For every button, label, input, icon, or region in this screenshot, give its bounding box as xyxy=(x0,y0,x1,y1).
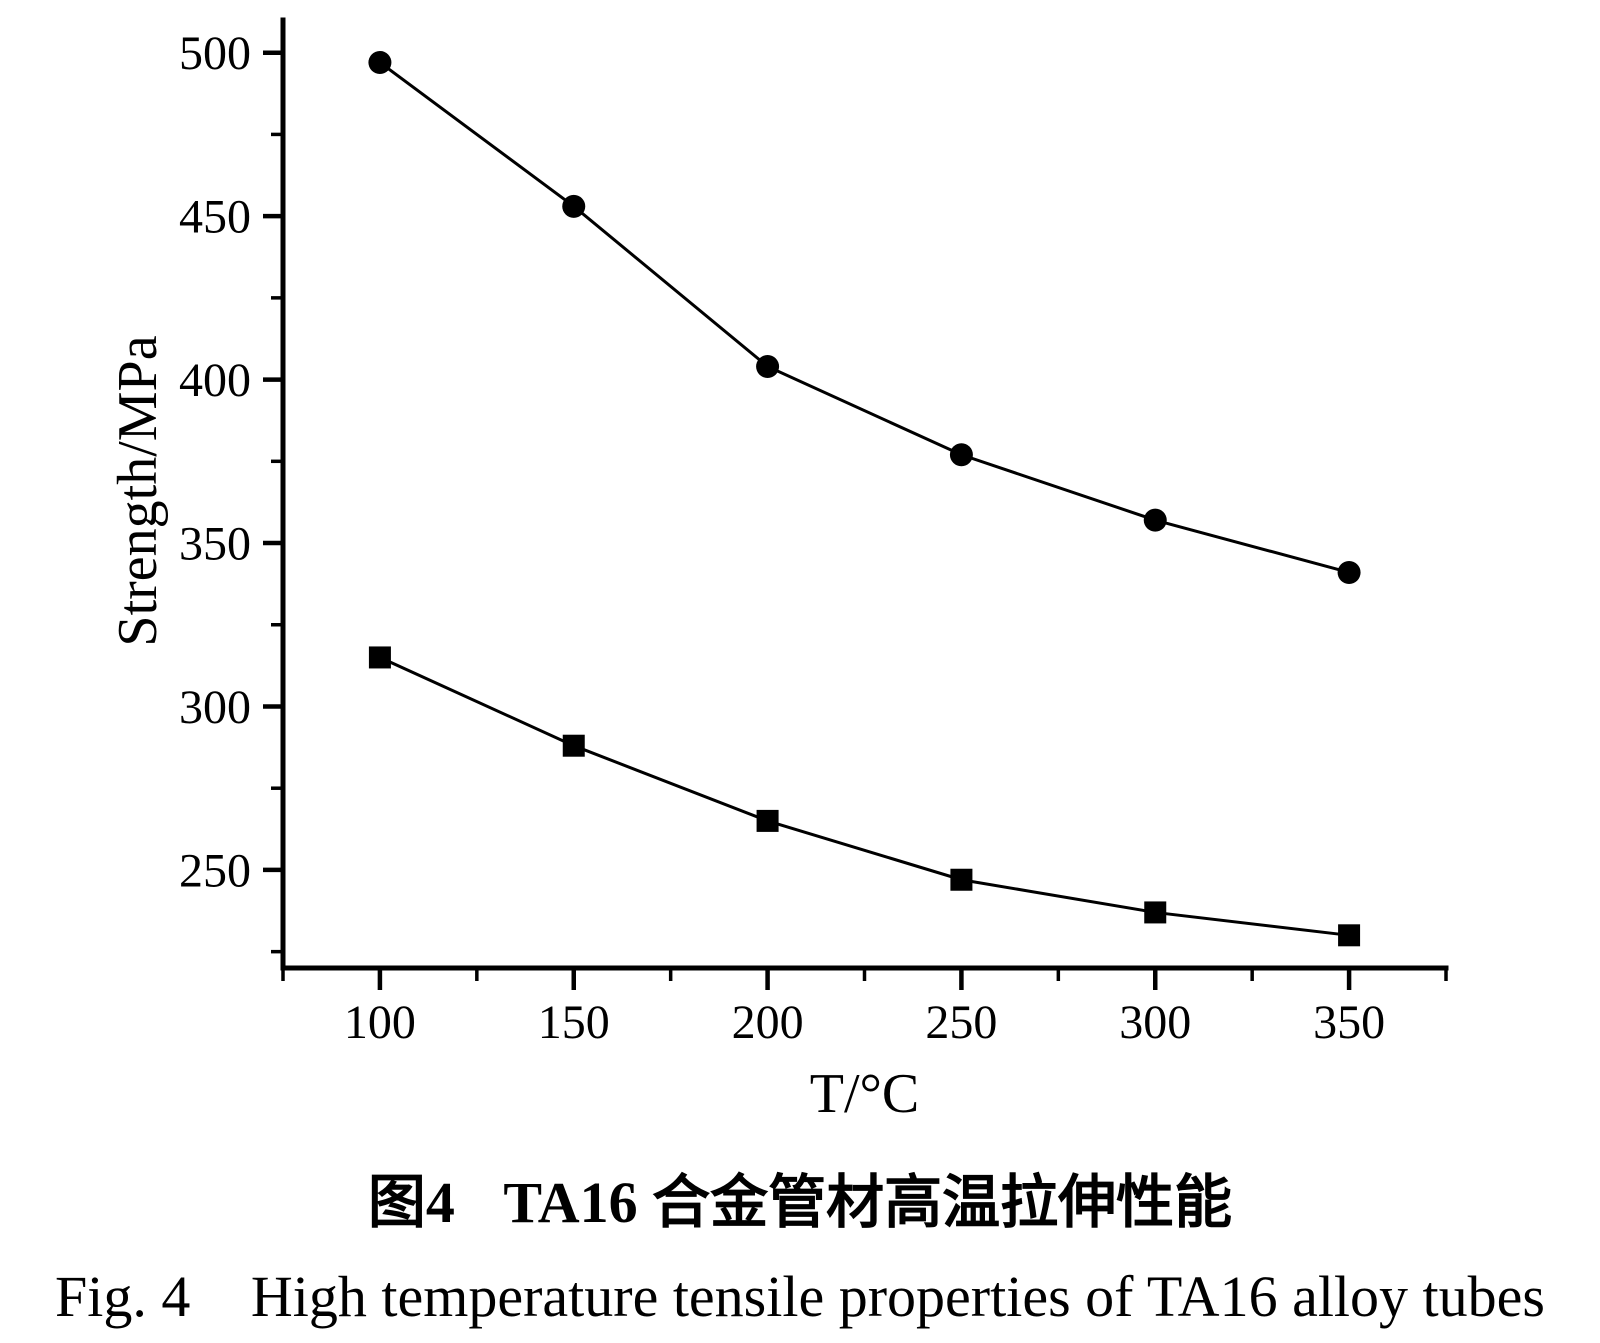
data-point-circle xyxy=(1337,560,1361,584)
data-point-square xyxy=(756,809,779,832)
data-point-circle xyxy=(756,355,780,379)
data-point-circle xyxy=(1143,508,1167,532)
x-tick-label: 350 xyxy=(1313,996,1385,1049)
caption-en: Fig. 4 High temperature tensile properti… xyxy=(55,1264,1545,1329)
x-tick-label: 250 xyxy=(925,996,997,1049)
x-tick-label: 100 xyxy=(344,996,416,1049)
data-point-square xyxy=(368,646,391,669)
caption-zh-label: 图4 xyxy=(368,1170,455,1235)
x-tick-label: 300 xyxy=(1119,996,1191,1049)
series-line-circle xyxy=(379,61,1350,574)
caption-en-label: Fig. 4 xyxy=(55,1264,190,1329)
y-axis-title: Strength/MPa xyxy=(107,335,169,646)
x-tick-label: 200 xyxy=(732,996,804,1049)
data-point-square xyxy=(1144,901,1167,924)
x-axis-title: T/°C xyxy=(810,1063,920,1125)
caption-zh: 图4 TA16 合金管材高温拉伸性能 xyxy=(368,1170,1232,1235)
data-point-circle xyxy=(949,443,973,467)
data-point-circle xyxy=(368,50,392,74)
axis-spines xyxy=(280,17,1449,971)
caption-zh-text: TA16 合金管材高温拉伸性能 xyxy=(503,1170,1232,1235)
caption-en-text: High temperature tensile properties of T… xyxy=(251,1264,1545,1329)
y-tick-label: 450 xyxy=(179,191,251,244)
data-point-square xyxy=(1338,924,1361,947)
y-tick-label: 250 xyxy=(179,844,251,897)
y-tick-label: 400 xyxy=(179,354,251,407)
y-tick-label: 500 xyxy=(179,27,251,80)
data-point-square xyxy=(562,734,585,757)
data-point-square xyxy=(950,868,973,891)
series-line-square xyxy=(379,656,1350,937)
y-tick-label: 350 xyxy=(179,518,251,571)
plot-area: 100 150 200 250 300 350 250 300 350 400 450 500 T/°C… xyxy=(107,17,1449,1125)
data-point-circle xyxy=(562,194,586,218)
x-tick-label: 150 xyxy=(538,996,610,1049)
y-tick-label: 300 xyxy=(179,681,251,734)
